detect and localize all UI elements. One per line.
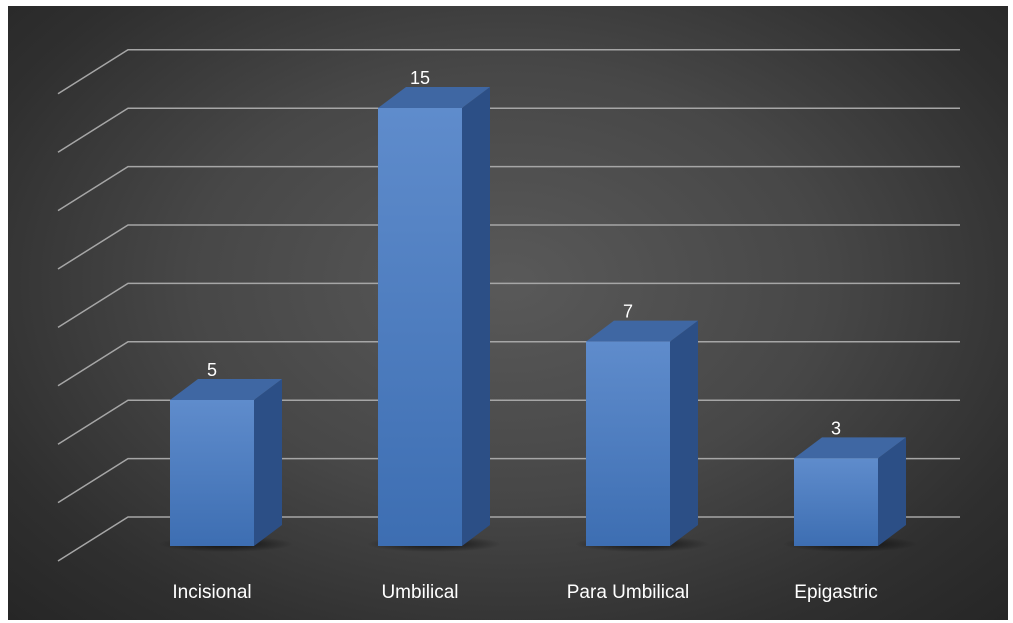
- bar-top: [170, 379, 282, 400]
- bar-front: [170, 400, 254, 546]
- category-axis: Incisional Umbilical Para Umbilical Epigast…: [172, 582, 877, 603]
- category-label: Para Umbilical: [567, 582, 689, 603]
- data-label: 5: [207, 360, 217, 380]
- bar-front: [586, 341, 670, 546]
- category-label: Incisional: [172, 582, 251, 603]
- gridline: [57, 224, 960, 270]
- data-label: 3: [831, 418, 841, 438]
- chart-area: 5 15 7 3 Incisional Umbilical Para Umbilical E…: [8, 6, 1008, 620]
- bar-side: [254, 379, 282, 546]
- bar-front: [794, 458, 878, 546]
- bar: [574, 320, 710, 552]
- category-label: Umbilical: [381, 582, 458, 603]
- bar: [158, 379, 294, 552]
- bar-side: [670, 320, 698, 546]
- data-labels: 5 15 7 3: [207, 68, 841, 438]
- gridline: [57, 341, 960, 387]
- bar-front: [378, 108, 462, 546]
- bar-side: [462, 87, 490, 546]
- bars: [158, 87, 918, 552]
- gridlines: [57, 49, 960, 562]
- data-label: 15: [410, 68, 430, 88]
- gridline: [57, 165, 960, 212]
- bar-chart: 5 15 7 3 Incisional Umbilical Para Umbilical E…: [57, 49, 960, 603]
- data-label: 7: [623, 302, 633, 322]
- category-label: Epigastric: [794, 582, 877, 603]
- gridline: [57, 49, 960, 95]
- bar-top: [586, 320, 698, 342]
- bar: [366, 87, 502, 552]
- bar-top: [378, 87, 490, 108]
- bar-top: [794, 437, 906, 459]
- gridline: [57, 107, 960, 153]
- bar: [782, 437, 918, 552]
- gridline: [57, 282, 960, 329]
- bar-side: [878, 437, 906, 546]
